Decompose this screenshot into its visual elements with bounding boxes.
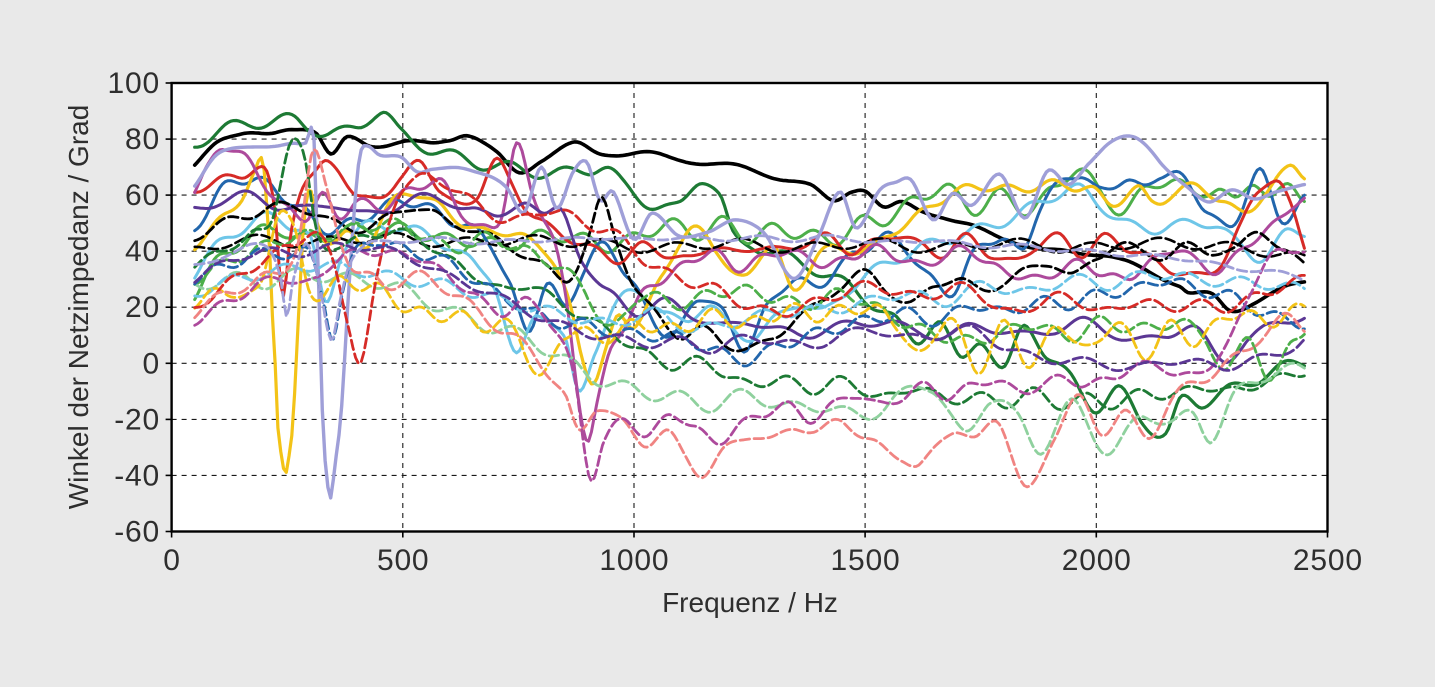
svg-text:Frequenz / Hz: Frequenz / Hz <box>662 587 838 618</box>
svg-text:Winkel der Netzimpedanz / Grad: Winkel der Netzimpedanz / Grad <box>63 105 94 510</box>
svg-text:1000: 1000 <box>599 544 669 577</box>
svg-text:0: 0 <box>143 347 161 380</box>
svg-text:-20: -20 <box>114 403 160 436</box>
svg-text:-40: -40 <box>114 459 160 492</box>
svg-text:80: 80 <box>125 123 160 156</box>
svg-text:1500: 1500 <box>831 544 901 577</box>
svg-text:-60: -60 <box>114 516 160 549</box>
svg-text:0: 0 <box>163 544 181 577</box>
svg-text:2500: 2500 <box>1293 544 1363 577</box>
svg-text:2000: 2000 <box>1062 544 1132 577</box>
svg-text:100: 100 <box>108 67 160 100</box>
svg-text:20: 20 <box>125 291 160 324</box>
svg-text:500: 500 <box>377 544 429 577</box>
svg-text:40: 40 <box>125 235 160 268</box>
svg-text:60: 60 <box>125 179 160 212</box>
